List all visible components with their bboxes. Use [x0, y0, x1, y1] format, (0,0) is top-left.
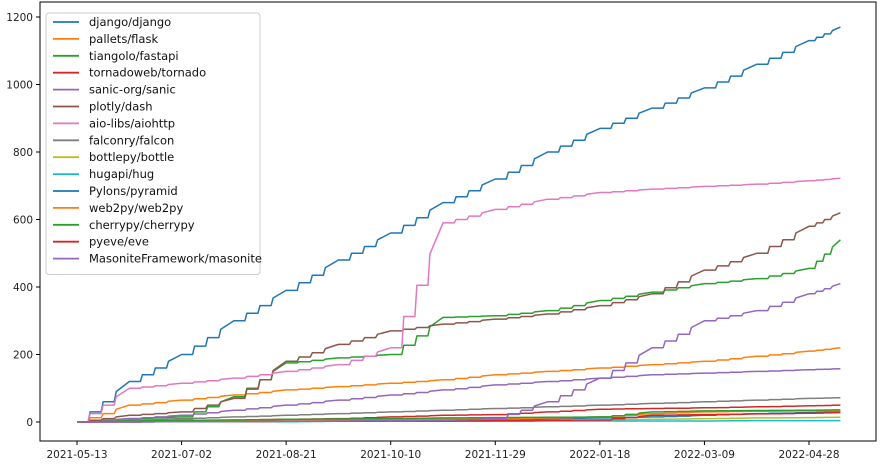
legend-label: pyeve/eve	[89, 235, 149, 249]
x-tick-label: 2022-01-18	[569, 449, 630, 461]
legend-item: hugapi/hug	[53, 167, 154, 181]
x-tick-label: 2021-05-13	[46, 449, 107, 461]
x-tick-label: 2022-04-28	[778, 449, 839, 461]
x-tick-label: 2021-10-10	[360, 449, 421, 461]
legend-item: Pylons/pyramid	[53, 184, 178, 198]
legend-item: MasoniteFramework/masonite	[53, 252, 262, 266]
legend-label: Pylons/pyramid	[89, 184, 178, 198]
legend-item: pyeve/eve	[53, 235, 149, 249]
legend-label: bottlepy/bottle	[89, 150, 174, 164]
legend-label: falconry/falcon	[89, 133, 174, 147]
legend-item: bottlepy/bottle	[53, 150, 174, 164]
y-tick-label: 1000	[6, 80, 33, 92]
series-layer	[77, 26, 841, 423]
series-line-django-django	[77, 26, 841, 423]
legend-item: tornadoweb/tornado	[53, 66, 206, 80]
y-tick-label: 800	[13, 147, 33, 159]
legend-label: hugapi/hug	[89, 167, 154, 181]
legend-item: sanic-org/sanic	[53, 83, 176, 97]
legend-item: cherrypy/cherrypy	[53, 218, 195, 232]
legend-item: falconry/falcon	[53, 133, 174, 147]
legend-label: pallets/flask	[89, 32, 158, 46]
legend-label: web2py/web2py	[89, 201, 183, 215]
legend-box	[45, 12, 261, 275]
legend-label: aio-libs/aiohttp	[89, 116, 175, 130]
legend-item: django/django	[53, 15, 171, 29]
x-tick-label: 2021-11-29	[465, 449, 526, 461]
series-line-cherrypy-cherrypy	[77, 409, 841, 423]
legend-label: sanic-org/sanic	[89, 83, 176, 97]
series-line-masoniteframework-masonite	[77, 282, 841, 423]
series-line-tiangolo-fastapi	[77, 239, 841, 423]
series-line-plotly-dash	[77, 212, 841, 423]
series-line-sanic-org-sanic	[77, 367, 841, 423]
x-tick-label: 2021-07-02	[151, 449, 212, 461]
y-tick-label: 400	[13, 282, 33, 294]
legend: django/django pallets/flask tiangolo/fasta…	[45, 12, 262, 275]
legend-label: tornadoweb/tornado	[89, 66, 206, 80]
y-tick-label: 0	[26, 417, 33, 429]
x-tick-label: 2021-08-21	[256, 449, 317, 461]
legend-item: web2py/web2py	[53, 201, 183, 215]
x-axis: 2021-05-13 2021-07-02 2021-08-21 2021-10-10…	[46, 441, 840, 461]
legend-item: aio-libs/aiohttp	[53, 116, 175, 130]
series-line-aio-libs-aiohttp	[77, 177, 841, 423]
plot-frame	[39, 1, 877, 442]
legend-label: plotly/dash	[89, 100, 153, 114]
series-line-pallets-flask	[77, 347, 841, 423]
legend-label: tiangolo/fastapi	[89, 49, 179, 63]
legend-item: plotly/dash	[53, 100, 153, 114]
legend-item: pallets/flask	[53, 32, 158, 46]
legend-item: tiangolo/fastapi	[53, 49, 179, 63]
x-tick-label: 2022-03-09	[674, 449, 735, 461]
legend-label: django/django	[89, 15, 171, 29]
series-line-falconry-falcon	[77, 396, 841, 423]
y-tick-label: 600	[13, 215, 33, 227]
y-tick-label: 200	[13, 350, 33, 362]
legend-label: MasoniteFramework/masonite	[89, 252, 262, 266]
y-axis: 0 200 400 600 800 1000 1200	[6, 12, 40, 429]
legend-label: cherrypy/cherrypy	[89, 218, 195, 232]
y-tick-label: 1200	[6, 12, 33, 24]
